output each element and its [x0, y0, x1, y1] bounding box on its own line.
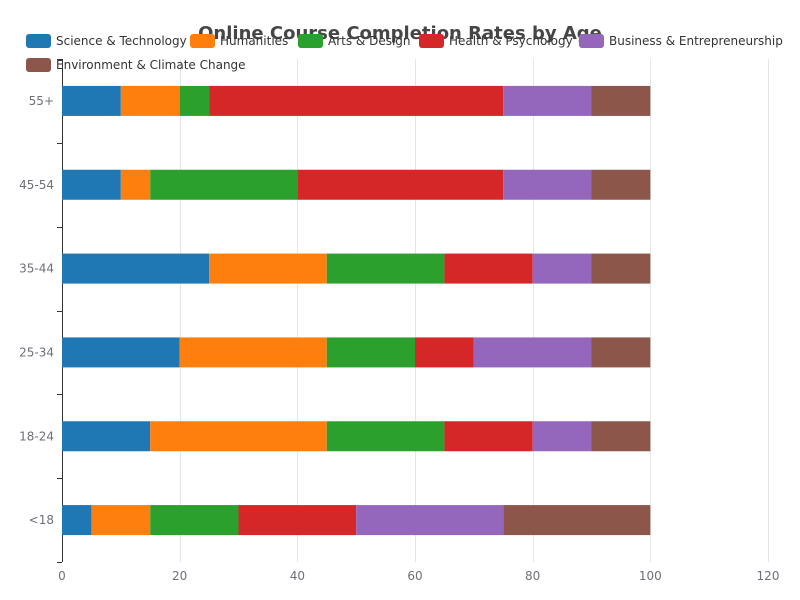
- bar-segment: [179, 85, 210, 116]
- bar-segment: [209, 253, 327, 284]
- legend-swatch: [579, 34, 604, 48]
- bar-segment: [591, 421, 651, 452]
- legend-item: Health & Psychology: [419, 34, 573, 48]
- legend-swatch: [26, 58, 51, 72]
- bar-segment: [591, 253, 651, 284]
- bar-segment: [444, 421, 533, 452]
- legend-label: Environment & Climate Change: [56, 58, 246, 72]
- legend-swatch: [26, 34, 51, 48]
- bar-segment: [238, 505, 357, 536]
- grid-lines: [180, 59, 769, 562]
- bar-segment: [62, 337, 180, 368]
- legend-swatch: [419, 34, 444, 48]
- y-tick-label: 55+: [29, 94, 54, 108]
- bar-segment: [444, 253, 533, 284]
- legend: Science & Technology Humanities Arts & Des…: [26, 34, 783, 72]
- legend-label: Business & Entrepreneurship: [609, 34, 783, 48]
- legend-label: Science & Technology: [56, 34, 187, 48]
- bar-segment: [532, 253, 592, 284]
- bar-segment: [591, 169, 651, 200]
- bars: [62, 85, 651, 536]
- bar-segment: [503, 85, 592, 116]
- bar-segment: [62, 253, 210, 284]
- legend-label: Health & Psychology: [449, 34, 573, 48]
- bar-segment: [91, 505, 151, 536]
- legend-label: Arts & Design: [328, 34, 411, 48]
- legend-item: Humanities: [190, 34, 288, 48]
- x-tick-label: 60: [407, 569, 422, 583]
- x-tick-label: 20: [172, 569, 187, 583]
- bar-segment: [150, 505, 239, 536]
- bar-segment: [532, 421, 592, 452]
- y-tick-label: 35-44: [19, 262, 54, 276]
- axes: 0 20 40 60 80 100 120 <18 18-24 25-34 35-44 45-54 55…: [19, 59, 779, 583]
- x-tick-label: 40: [290, 569, 305, 583]
- bar-segment: [503, 505, 651, 536]
- bar-segment: [120, 85, 180, 116]
- legend-swatch: [190, 34, 215, 48]
- bar-segment: [209, 85, 504, 116]
- bar-segment: [591, 337, 651, 368]
- x-tick-label: 120: [757, 569, 780, 583]
- bar-segment: [591, 85, 651, 116]
- legend-label: Humanities: [220, 34, 288, 48]
- bar-segment: [297, 169, 504, 200]
- bar-segment: [62, 169, 121, 200]
- bar-segment: [503, 169, 592, 200]
- x-tick-label: 0: [58, 569, 66, 583]
- bar-segment: [326, 337, 415, 368]
- bar-segment: [473, 337, 592, 368]
- x-tick-label: 100: [639, 569, 662, 583]
- bar-segment: [326, 253, 445, 284]
- bar-segment: [150, 169, 298, 200]
- bar-segment: [356, 505, 504, 536]
- y-tick-label: 18-24: [19, 429, 54, 443]
- legend-item: Science & Technology: [26, 34, 187, 48]
- bar-segment: [120, 169, 151, 200]
- legend-item: Business & Entrepreneurship: [579, 34, 783, 48]
- bar-segment: [326, 421, 445, 452]
- bar-segment: [62, 421, 151, 452]
- bar-segment: [415, 337, 474, 368]
- legend-swatch: [298, 34, 323, 48]
- bar-segment: [62, 505, 92, 536]
- x-tick-label: 80: [525, 569, 540, 583]
- y-tick-label: 25-34: [19, 345, 54, 359]
- y-tick-label: 45-54: [19, 178, 54, 192]
- legend-item: Arts & Design: [298, 34, 411, 48]
- bar-segment: [150, 421, 327, 452]
- bar-segment: [62, 85, 121, 116]
- legend-item: Environment & Climate Change: [26, 58, 246, 72]
- y-tick-label: <18: [29, 513, 54, 527]
- bar-segment: [179, 337, 327, 368]
